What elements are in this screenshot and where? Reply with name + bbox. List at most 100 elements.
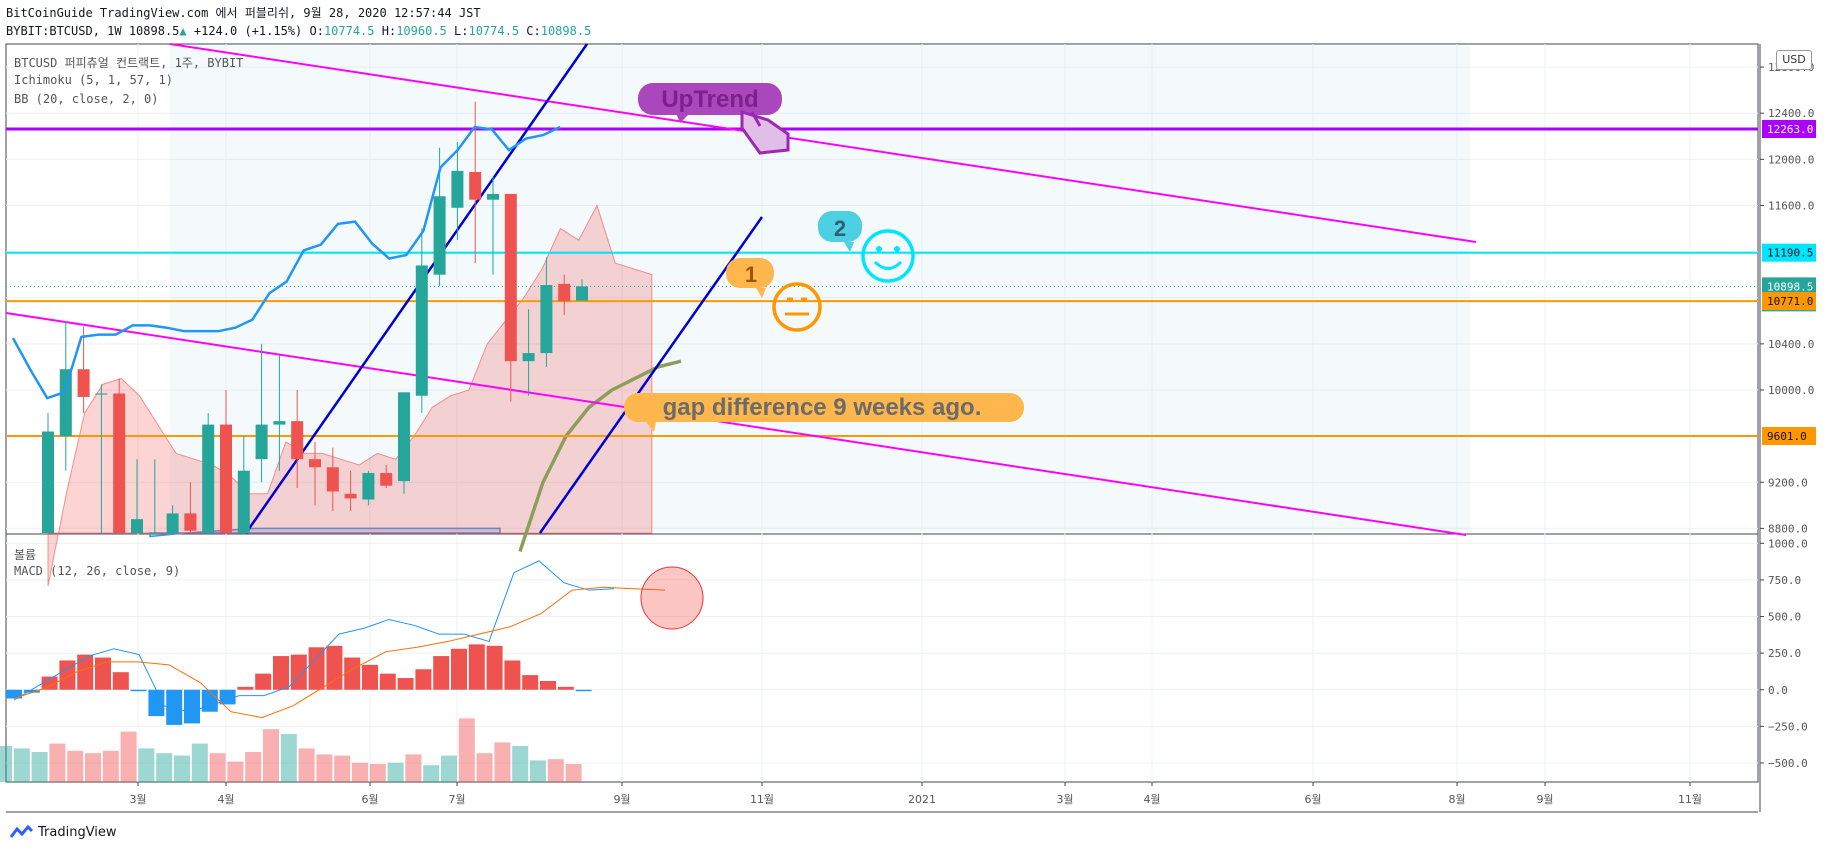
level-price-tag[interactable] bbox=[1762, 292, 1816, 311]
candle[interactable] bbox=[451, 142, 464, 241]
volume-bar bbox=[0, 746, 12, 782]
level-price-tag[interactable] bbox=[1762, 119, 1816, 138]
price-tick-label: 10000.0 bbox=[1768, 384, 1814, 397]
candle[interactable] bbox=[273, 355, 286, 471]
legend-bb: BB (20, close, 2, 0) bbox=[14, 92, 159, 106]
volume-bar bbox=[156, 753, 173, 782]
legend-title: BTCUSD 퍼피츄얼 컨트랙트, 1주, BYBIT bbox=[14, 56, 244, 70]
candle[interactable] bbox=[202, 413, 215, 533]
candle[interactable] bbox=[184, 482, 197, 533]
level-price-tag[interactable] bbox=[1762, 277, 1816, 296]
candle[interactable] bbox=[148, 459, 161, 534]
macd-histogram-bar bbox=[468, 644, 485, 690]
candle[interactable] bbox=[522, 309, 535, 396]
time-tick-label: 3월 bbox=[129, 793, 146, 806]
tradingview-logo-icon bbox=[9, 824, 34, 838]
candle[interactable] bbox=[237, 436, 250, 533]
candle[interactable] bbox=[42, 413, 54, 533]
level-price-tag[interactable] bbox=[1762, 243, 1816, 262]
candle[interactable] bbox=[576, 279, 588, 301]
gap-callout[interactable]: gap difference 9 weeks ago. bbox=[624, 393, 1024, 432]
conversion-line bbox=[11, 125, 561, 400]
volume-bar bbox=[476, 753, 493, 782]
cloud-area bbox=[170, 46, 1470, 531]
time-tick-label: 6월 bbox=[1304, 793, 1321, 806]
macd-histogram-bar bbox=[379, 673, 396, 690]
volume-bar bbox=[280, 734, 297, 782]
callout-two[interactable]: 2 bbox=[818, 211, 862, 252]
lower-trendline[interactable] bbox=[5, 312, 1467, 536]
candle[interactable] bbox=[398, 392, 410, 494]
macd-tick-label: 0.0 bbox=[1768, 684, 1788, 697]
time-tick-label: 7월 bbox=[448, 793, 465, 806]
macd-histogram-bar bbox=[201, 689, 218, 712]
macd-histogram-bar bbox=[397, 678, 414, 690]
change: +124.0 (+1.15%) bbox=[193, 24, 303, 38]
candle[interactable] bbox=[166, 505, 179, 533]
candle[interactable] bbox=[291, 389, 304, 489]
callout-one[interactable]: 1 bbox=[726, 258, 774, 298]
candle[interactable] bbox=[326, 447, 339, 512]
price-axis[interactable]: 8800.0 9200.0 10000.0 10400.0 11600.0 12000.0… bbox=[1759, 44, 1816, 812]
smiley-icon bbox=[861, 229, 915, 283]
volume-bar bbox=[423, 765, 440, 782]
uptrend-callout[interactable]: UpTrend bbox=[638, 83, 782, 123]
candle[interactable] bbox=[362, 470, 375, 506]
bb-fill bbox=[47, 204, 653, 587]
time-tick-label: 11월 bbox=[1678, 793, 1702, 806]
volume-bar bbox=[209, 753, 226, 782]
candle[interactable] bbox=[77, 326, 90, 414]
macd-histogram-bar bbox=[344, 657, 361, 690]
publish-info: BitCoinGuide TradingView.com 에서 퍼블리쉬, 9월… bbox=[6, 6, 481, 20]
upper-trendline[interactable] bbox=[169, 43, 1477, 243]
candle[interactable] bbox=[469, 101, 482, 264]
candle[interactable] bbox=[255, 343, 268, 483]
macd-histogram-bar bbox=[557, 686, 574, 690]
footer: TradingView bbox=[8, 824, 117, 840]
low-value: 10774.5 bbox=[468, 24, 520, 38]
ichimoku-conversion-line bbox=[11, 125, 561, 400]
price-tick-label: 12000.0 bbox=[1768, 153, 1814, 166]
callout-two-label: 2 bbox=[834, 216, 846, 241]
candles bbox=[42, 101, 588, 534]
candle[interactable] bbox=[558, 274, 571, 316]
candle[interactable] bbox=[131, 459, 143, 533]
candle[interactable] bbox=[540, 257, 553, 367]
candle[interactable] bbox=[113, 378, 126, 533]
price-tick-label: 8800.0 bbox=[1768, 522, 1808, 535]
level-price-label: 11190.5 bbox=[1767, 247, 1813, 260]
candle[interactable] bbox=[380, 464, 393, 489]
candle[interactable] bbox=[309, 441, 321, 506]
footer-brand: TradingView bbox=[38, 824, 117, 840]
macd-tick-label: 500.0 bbox=[1768, 611, 1801, 624]
gap-label: gap difference 9 weeks ago. bbox=[663, 394, 982, 421]
volume-bar bbox=[369, 764, 386, 782]
candle[interactable] bbox=[95, 384, 108, 533]
candle[interactable] bbox=[504, 193, 517, 402]
volume-bar bbox=[174, 755, 190, 782]
candle[interactable] bbox=[487, 176, 499, 275]
candle[interactable] bbox=[415, 228, 428, 414]
level-price-tag[interactable] bbox=[1762, 427, 1816, 446]
ohlc-bar: BYBIT:BTCUSD, 1W 10898.5▲ +124.0 (+1.15%… bbox=[6, 24, 591, 38]
volume-bar bbox=[565, 764, 582, 782]
macd-histogram-bar bbox=[148, 689, 165, 717]
macd-tick-label: 250.0 bbox=[1768, 647, 1801, 660]
currency-badge[interactable]: USD bbox=[1776, 50, 1812, 70]
volume-bar bbox=[31, 752, 48, 782]
volume-bar bbox=[334, 755, 351, 782]
macd-tick-label: 750.0 bbox=[1768, 574, 1801, 587]
time-axis[interactable]: 3월 4월 6월 7월 9월 11월 2021 3월 4월 6월 8월 9월 11월 bbox=[129, 782, 1702, 806]
volume-bar bbox=[512, 746, 529, 782]
time-tick-label: 4월 bbox=[217, 793, 234, 806]
uptrend-channel-right[interactable] bbox=[538, 216, 764, 534]
candle[interactable] bbox=[59, 320, 72, 471]
macd-tick-label: −250.0 bbox=[1768, 720, 1808, 733]
volume-bar bbox=[494, 742, 511, 782]
candle[interactable] bbox=[344, 470, 357, 512]
time-tick-label: 8월 bbox=[1448, 793, 1465, 806]
close-value: 10898.5 bbox=[540, 24, 592, 38]
level-price-label: 12263.0 bbox=[1767, 123, 1813, 136]
candle[interactable] bbox=[220, 389, 232, 533]
